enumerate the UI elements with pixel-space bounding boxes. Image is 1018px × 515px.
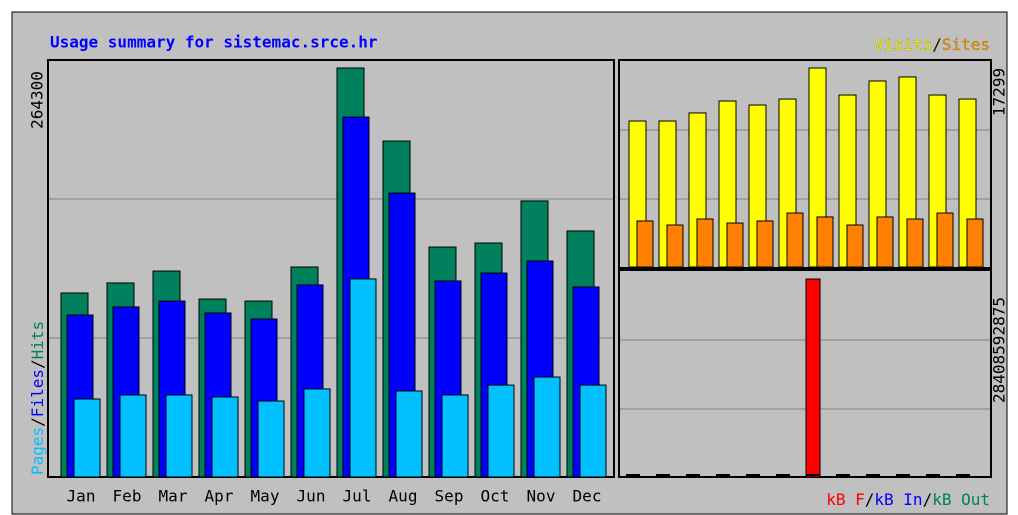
legend-entry: Files [28, 369, 47, 417]
x-tick-label: Dec [573, 487, 602, 506]
bar [303, 388, 331, 478]
x-tick-label: Mar [159, 487, 188, 506]
x-tick-label: Jul [343, 487, 372, 506]
bar [926, 474, 940, 476]
bar [666, 224, 684, 268]
bar [626, 474, 640, 476]
bar [726, 222, 744, 268]
bar [936, 212, 954, 268]
bar [487, 384, 515, 478]
legend-entry: Sites [942, 35, 990, 54]
x-tick-label: Jan [67, 487, 96, 506]
bar [395, 390, 423, 478]
y-tick-label: 28408592875 [990, 297, 1009, 403]
bar [956, 474, 970, 476]
bar [876, 216, 894, 268]
legend-separator: / [932, 35, 942, 54]
bar [119, 394, 147, 478]
y-tick-label: 17299 [990, 68, 1009, 116]
bar [786, 212, 804, 268]
bar [806, 474, 820, 476]
x-tick-label: Feb [113, 487, 142, 506]
bar [73, 398, 101, 478]
bar [533, 376, 561, 478]
bar [805, 278, 821, 478]
legend-separator: / [28, 359, 47, 369]
x-tick-label: May [251, 487, 280, 506]
x-tick-label: Apr [205, 487, 234, 506]
legend-separator: / [28, 417, 47, 427]
x-tick-label: Aug [389, 487, 418, 506]
bar [441, 394, 469, 478]
legend: Visits/Sites [874, 35, 990, 54]
legend-entry: kB Out [932, 490, 990, 509]
bar [716, 474, 730, 476]
bar [656, 474, 670, 476]
panel-main [47, 59, 615, 478]
bar [579, 384, 607, 478]
panel-visits [618, 59, 992, 269]
grid [49, 129, 990, 410]
bar [746, 474, 760, 476]
bar [696, 218, 714, 268]
x-tick-label: Jun [297, 487, 326, 506]
x-tick-label: Nov [527, 487, 556, 506]
legend: kB F/kB In/kB Out [826, 490, 990, 509]
bar [257, 400, 285, 478]
bar [846, 224, 864, 268]
bar [349, 278, 377, 478]
bar [756, 220, 774, 268]
bar [776, 474, 790, 476]
bar [165, 394, 193, 478]
panel-kb [618, 269, 992, 478]
x-tick-label: Oct [481, 487, 510, 506]
bar [896, 474, 910, 476]
bar [966, 218, 984, 268]
legend-entry: kB In [874, 490, 922, 509]
bar [836, 474, 850, 476]
bar [686, 474, 700, 476]
y-tick-label: 264300 [28, 71, 47, 129]
legend-separator: / [923, 490, 933, 509]
legend-entry: kB F [826, 490, 865, 509]
bar [906, 218, 924, 268]
legend-entry: Visits [874, 35, 932, 54]
x-tick-label: Sep [435, 487, 464, 506]
chart-title: Usage summary for sistemac.srce.hr [50, 33, 378, 52]
bar [866, 474, 880, 476]
legend-entry: Pages [28, 427, 47, 475]
legend-entry: Hits [28, 321, 47, 360]
legend: Pages/Files/Hits [28, 321, 47, 475]
legend-separator: / [865, 490, 875, 509]
bar [211, 396, 239, 478]
bar [816, 216, 834, 268]
bar [636, 220, 654, 268]
